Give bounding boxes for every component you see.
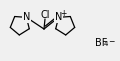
Text: +: +	[60, 9, 66, 18]
Text: N: N	[55, 12, 62, 22]
Text: −: −	[108, 38, 114, 46]
Text: Cl: Cl	[41, 10, 50, 20]
Text: N: N	[23, 12, 30, 22]
Text: BF: BF	[95, 38, 107, 48]
Text: 4: 4	[103, 41, 108, 48]
